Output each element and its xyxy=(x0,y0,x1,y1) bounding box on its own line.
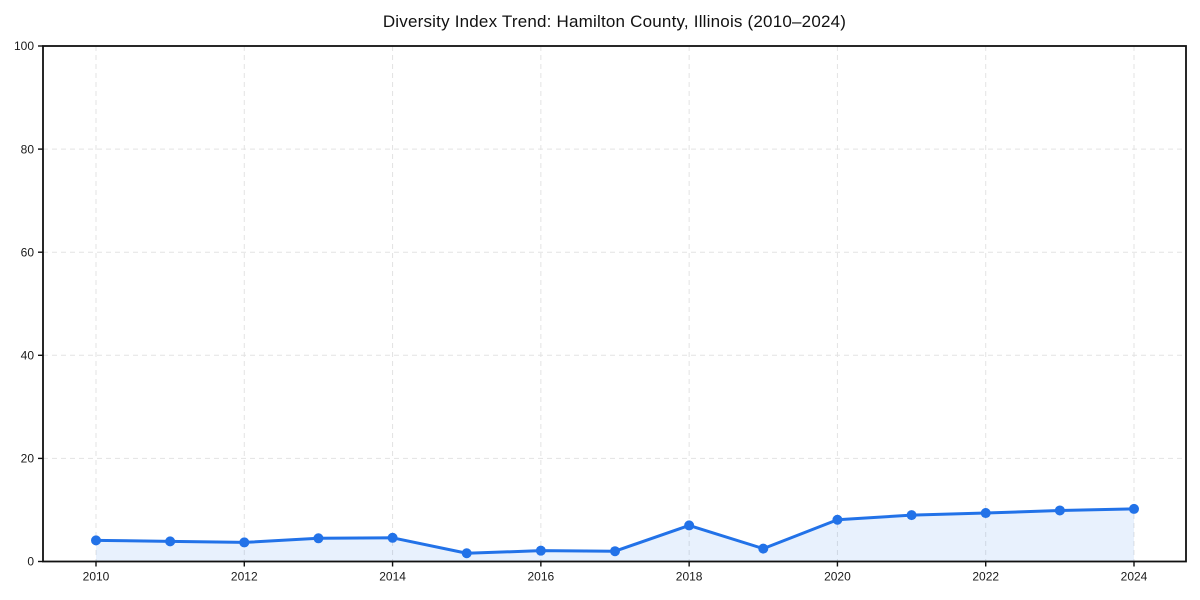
data-point xyxy=(906,510,917,521)
y-tick-label: 20 xyxy=(21,452,35,466)
y-tick-label: 40 xyxy=(21,349,35,363)
x-tick-label: 2016 xyxy=(528,570,555,584)
x-tick-label: 2012 xyxy=(231,570,258,584)
data-point xyxy=(461,548,472,559)
x-tick-label: 2010 xyxy=(83,570,110,584)
data-point xyxy=(610,546,620,557)
data-point xyxy=(980,508,991,519)
data-point xyxy=(91,535,101,546)
x-tick-label: 2018 xyxy=(676,570,703,584)
x-tick-label: 2020 xyxy=(824,570,851,584)
y-tick-label: 80 xyxy=(21,142,35,156)
data-point xyxy=(239,537,250,548)
data-point xyxy=(387,532,398,543)
y-tick-label: 0 xyxy=(27,555,34,569)
data-point xyxy=(165,536,176,547)
data-point xyxy=(1054,505,1065,516)
plot-border xyxy=(42,45,1187,563)
area-fill xyxy=(96,508,1134,562)
x-tick-label: 2014 xyxy=(379,570,406,584)
y-tick-label: 60 xyxy=(21,245,35,259)
data-point xyxy=(535,545,546,556)
data-point xyxy=(1129,503,1139,514)
x-tick-label: 2022 xyxy=(972,570,999,584)
x-tick-label: 2024 xyxy=(1121,570,1148,584)
data-point xyxy=(832,514,843,525)
data-point xyxy=(758,543,769,554)
data-point xyxy=(313,533,324,544)
data-point xyxy=(684,520,695,531)
chart-title: Diversity Index Trend: Hamilton County, … xyxy=(382,12,847,31)
y-tick-label: 100 xyxy=(14,39,34,53)
